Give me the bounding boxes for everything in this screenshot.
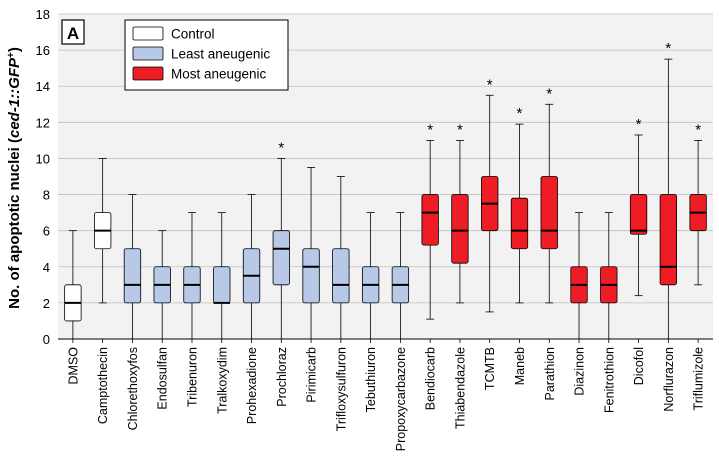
significance-marker: *: [517, 105, 523, 122]
x-tick-label: Tralkoxydim: [215, 347, 229, 414]
x-tick-label: Trifloxysulfuron: [334, 347, 348, 431]
significance-marker: *: [487, 76, 493, 93]
box-tebuthiuron: [361, 212, 380, 340]
x-tick-label: DMSO: [66, 347, 80, 385]
box-thiabendazole: *: [451, 121, 469, 304]
x-tick-label: Endosulfan: [156, 347, 170, 410]
y-tick-label: 2: [43, 296, 50, 311]
x-tick-label: Prochloraz: [275, 347, 289, 407]
box-body: [302, 248, 320, 304]
box-camptothecin: [94, 158, 112, 304]
box-tcmtb: *: [481, 76, 499, 313]
y-tick-label: 14: [36, 79, 50, 94]
box-body: [510, 197, 529, 250]
box-maneb: *: [510, 105, 529, 304]
x-tick-label: Propoxycarbazone: [394, 347, 408, 451]
box-body: [451, 194, 469, 264]
y-tick-label: 8: [43, 188, 50, 203]
legend-label: Least aneugenic: [171, 47, 270, 62]
panel-label-box: A: [61, 19, 85, 45]
y-axis-label-part: No. of apoptotic nuclei (: [6, 138, 23, 309]
x-tick-label: Diazinon: [573, 347, 587, 396]
box-triflumizole: *: [689, 121, 707, 286]
x-tick-label: Tribenuron: [185, 347, 199, 407]
x-tick-label: Chlorethoxyfos: [126, 347, 140, 430]
x-tick-label: Bendiocarb: [424, 347, 438, 410]
legend-swatch: [132, 66, 164, 81]
x-tick-label: Parathion: [543, 347, 557, 401]
legend-swatch: [132, 46, 164, 61]
y-tick-label: 12: [36, 115, 50, 130]
x-tick-label: Camptothecin: [96, 347, 110, 424]
box-body: [421, 194, 439, 246]
box-body: [629, 194, 648, 235]
box-dmso: [64, 230, 82, 340]
y-tick-label: 6: [43, 224, 50, 239]
box-prochloraz: *: [272, 139, 290, 340]
significance-marker: *: [695, 121, 701, 138]
significance-marker: *: [665, 40, 671, 57]
x-tick-label: Tebuthiuron: [364, 347, 378, 412]
significance-marker: *: [546, 85, 552, 102]
box-bendiocarb: *: [421, 121, 439, 320]
boxes: * * * * * * * * *: [64, 40, 707, 340]
y-axis: 0 2 4 6 8 10 12 14 16 18: [36, 7, 713, 347]
y-tick-label: 0: [43, 332, 50, 347]
x-tick-label: TCMTB: [483, 347, 497, 390]
box-body: [213, 266, 231, 304]
box-body: [272, 230, 290, 286]
y-tick-label: 18: [36, 7, 50, 22]
legend-label: Control: [171, 27, 215, 42]
x-tick-label: Fenitrothion: [602, 347, 616, 413]
box-parathion: *: [540, 85, 558, 304]
significance-marker: *: [278, 139, 284, 156]
y-axis-label: No. of apoptotic nuclei (ced-1::GFP+): [6, 47, 24, 309]
box-norflurazon: *: [659, 40, 677, 340]
box-body: [540, 176, 558, 250]
x-tick-label: Dicofol: [632, 347, 646, 385]
box-pirimicarb: [302, 167, 320, 340]
x-tick-label: Norflurazon: [662, 347, 676, 412]
x-tick-label: Maneb: [513, 347, 527, 385]
box-body: [123, 248, 142, 304]
significance-marker: *: [636, 116, 642, 133]
y-tick-label: 4: [43, 260, 50, 275]
box-diazinon: [570, 212, 588, 340]
box-chlorethoxyfos: [123, 194, 142, 340]
legend-swatch: [132, 26, 164, 41]
x-tick-label: Prohexadione: [245, 347, 259, 424]
box-tralkoxydim: [213, 212, 231, 340]
significance-marker: *: [427, 121, 433, 138]
box-tribenuron: [183, 212, 201, 340]
box-fenitrothion: [600, 212, 618, 340]
box-body: [659, 194, 677, 286]
box-propoxycarbazone: [391, 212, 410, 340]
x-tick-label: Thiabendazole: [453, 347, 467, 429]
box-body: [332, 248, 350, 304]
significance-marker: *: [457, 121, 463, 138]
legend: Control Least aneugenic Most aneugenic: [124, 19, 289, 91]
box-trifloxysulfuron: [332, 176, 350, 340]
y-axis-label-part: ): [6, 47, 23, 52]
box-dicofol: *: [629, 116, 648, 297]
panel-label: A: [67, 24, 79, 43]
legend-label: Most aneugenic: [171, 67, 267, 82]
y-axis-label-part: +: [6, 52, 17, 58]
x-tick-label: Triflumizole: [692, 347, 706, 410]
y-axis-label-part: ced-1::GFP: [6, 57, 23, 138]
y-tick-label: 16: [36, 43, 50, 58]
x-tick-label: Pirimicarb: [305, 347, 319, 403]
y-tick-label: 10: [36, 151, 50, 166]
x-axis-labels: DMSO Camptothecin Chlorethoxyfos Endosulfan…: [66, 339, 706, 451]
